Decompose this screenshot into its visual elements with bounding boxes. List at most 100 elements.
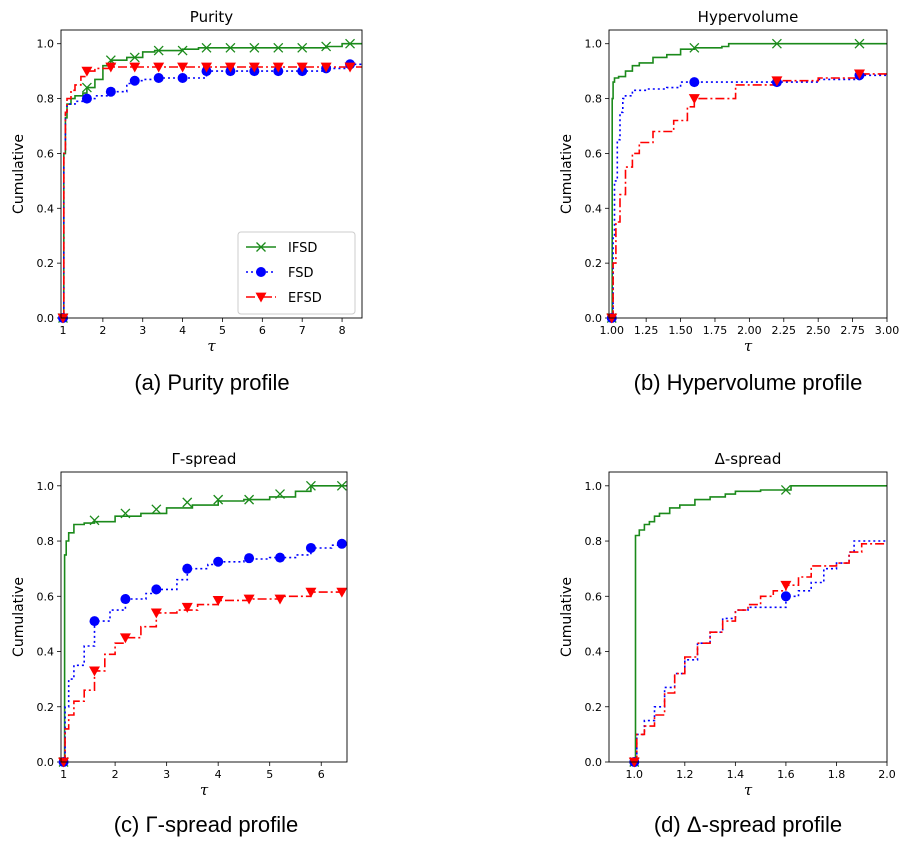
marker-ifsd [336, 480, 347, 491]
legend-marker-fsd [256, 267, 266, 277]
x-tick-label: 1.25 [634, 324, 659, 337]
marker-ifsd [244, 494, 255, 505]
y-tick-label: 0.4 [585, 646, 603, 659]
series-line-ifsd [63, 485, 347, 762]
y-tick-label: 0.8 [37, 535, 55, 548]
marker-ifsd [201, 42, 212, 53]
x-tick-label: 2.00 [737, 324, 762, 337]
marker-ifsd [249, 42, 260, 53]
chart-panel-3: Γ-spread 0.0 0.2 0.4 0.6 0.8 1.0 1 2 3 4 5 6 Cumulati… [11, 450, 348, 837]
x-tick-label: 7 [299, 324, 306, 337]
marker-efsd [243, 594, 255, 605]
y-tick-label: 0.0 [37, 756, 55, 769]
y-axis-label: Cumulative [559, 577, 575, 657]
y-tick-label: 0.2 [37, 701, 55, 714]
y-axis-label: Cumulative [559, 134, 575, 214]
marker-efsd [88, 666, 100, 677]
series-line-efsd [63, 66, 362, 318]
series-line-ifsd [634, 485, 887, 762]
marker-fsd [244, 553, 255, 564]
y-tick-label: 0.4 [585, 202, 603, 215]
marker-efsd [320, 62, 332, 73]
series-line-ifsd [611, 42, 887, 318]
x-tick-label: 5 [219, 324, 226, 337]
x-tick-label: 1 [59, 324, 66, 337]
plot-frame [60, 471, 348, 763]
marker-efsd [201, 62, 213, 73]
x-tick-label: 1.2 [676, 768, 694, 781]
marker-efsd [129, 62, 141, 73]
marker-efsd [181, 602, 193, 613]
x-tick-label: 1.00 [600, 324, 625, 337]
figure-caption: (d) Δ-spread profile [654, 812, 842, 837]
x-tick-label: 3 [163, 768, 170, 781]
series-line-efsd [634, 543, 887, 762]
x-tick-label: 2.75 [840, 324, 865, 337]
x-tick-label: 5 [266, 768, 273, 781]
x-tick-label: 2.50 [806, 324, 831, 337]
series-line-efsd [611, 73, 887, 318]
x-tick-label: 1.50 [668, 324, 693, 337]
marker-fsd [305, 542, 316, 553]
marker-ifsd [780, 484, 791, 495]
x-axis-label: τ [200, 781, 209, 799]
marker-efsd [153, 62, 165, 73]
y-tick-label: 0.8 [37, 93, 55, 106]
marker-efsd [853, 69, 865, 80]
x-tick-label: 1.8 [828, 768, 846, 781]
marker-ifsd [273, 42, 284, 53]
chart-title: Γ-spread [172, 450, 237, 468]
plot-frame [608, 471, 888, 763]
y-tick-label: 0.8 [585, 535, 603, 548]
marker-ifsd [771, 38, 782, 49]
y-tick-label: 0.6 [37, 147, 55, 160]
x-tick-label: 1.4 [727, 768, 745, 781]
marker-ifsd [297, 42, 308, 53]
marker-fsd [182, 563, 193, 574]
y-tick-label: 0.6 [37, 590, 55, 603]
marker-ifsd [129, 52, 140, 63]
y-axis-label: Cumulative [11, 134, 27, 214]
x-tick-label: 1.0 [626, 768, 644, 781]
marker-efsd [119, 633, 131, 644]
marker-ifsd [689, 42, 700, 53]
x-tick-label: 1.6 [777, 768, 795, 781]
x-tick-label: 1 [60, 768, 67, 781]
y-tick-label: 0.2 [37, 257, 55, 270]
series-line-fsd [611, 74, 887, 318]
y-tick-label: 1.0 [37, 38, 55, 51]
marker-fsd [153, 73, 164, 83]
chart-panel-1: Purity 0.0 0.2 0.4 0.6 0.8 1.0 1 2 3 4 5 6 7 8 Cumulati… [11, 8, 363, 395]
marker-ifsd [177, 45, 188, 56]
y-tick-label: 0.0 [585, 312, 603, 325]
y-tick-label: 0.2 [585, 257, 603, 270]
x-tick-label: 2.0 [878, 768, 896, 781]
legend-label: EFSD [288, 291, 322, 306]
marker-efsd [57, 313, 69, 324]
y-tick-label: 1.0 [585, 480, 603, 493]
chart-panel-4: Δ-spread 0.0 0.2 0.4 0.6 0.8 1.0 1.0 1.2 1.4 1.6 1.… [559, 450, 896, 837]
chart-title: Hypervolume [698, 8, 799, 26]
x-tick-label: 2 [99, 324, 106, 337]
marker-fsd [213, 556, 224, 567]
marker-efsd [272, 62, 284, 73]
x-tick-label: 3.00 [875, 324, 900, 337]
chart-title: Δ-spread [715, 450, 782, 468]
x-tick-label: 8 [339, 324, 346, 337]
y-tick-label: 0.8 [585, 93, 603, 106]
marker-efsd [105, 62, 117, 73]
marker-efsd [296, 62, 308, 73]
marker-fsd [151, 584, 162, 595]
marker-ifsd [120, 508, 131, 519]
marker-efsd [274, 594, 286, 605]
marker-fsd [81, 93, 92, 104]
legend-marker-ifsd [256, 242, 266, 252]
marker-efsd [224, 62, 236, 73]
marker-ifsd [81, 82, 92, 93]
marker-fsd [689, 77, 700, 88]
legend: IFSD FSD EFSD [237, 231, 356, 315]
marker-efsd [336, 587, 348, 598]
marker-ifsd [854, 38, 865, 49]
series-line-efsd [63, 591, 347, 762]
